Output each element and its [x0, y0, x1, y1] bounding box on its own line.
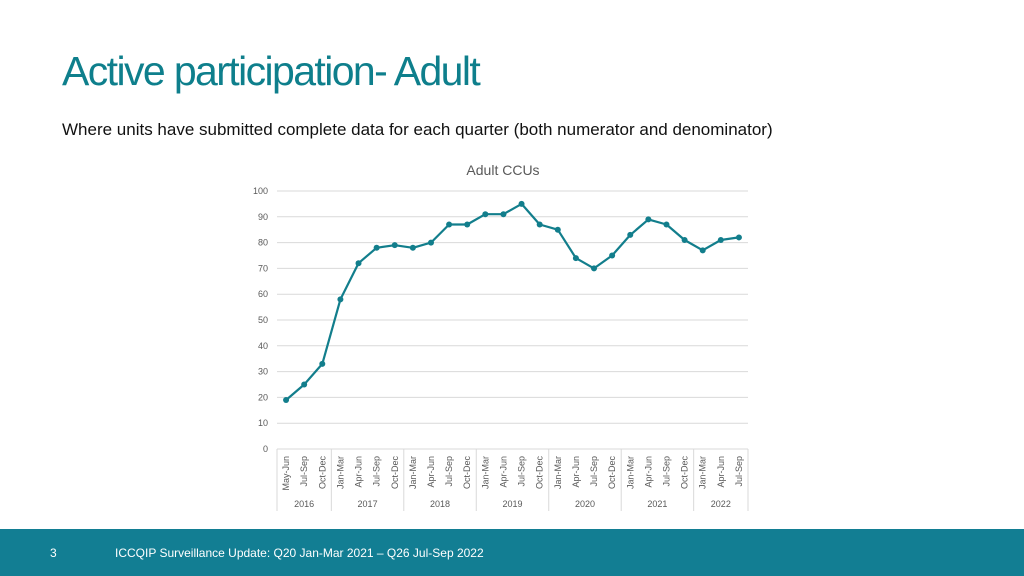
year-label: 2020 [575, 499, 595, 509]
data-point [717, 237, 724, 244]
chart-title: Adult CCUs [466, 162, 539, 178]
y-tick-label: 70 [258, 263, 268, 273]
data-point [681, 237, 688, 244]
x-tick-label: Apr-Jun [643, 456, 653, 488]
x-tick-label: Apr-Jun [571, 456, 581, 488]
data-point [319, 360, 326, 367]
x-tick-label: Jul-Sep [299, 456, 309, 487]
data-point [337, 296, 344, 303]
data-point [536, 221, 543, 228]
slide-title: Active participation- Adult [62, 48, 481, 94]
data-point [283, 396, 290, 403]
x-tick-label: Jul-Sep [372, 456, 382, 487]
y-tick-label: 100 [253, 186, 268, 196]
x-tick-label: Apr-Jun [498, 456, 508, 488]
x-tick-label: Apr-Jun [354, 456, 364, 488]
page-number: 3 [50, 546, 57, 560]
data-point [391, 242, 398, 249]
x-tick-label: Jul-Sep [734, 456, 744, 487]
x-tick-label: Jan-Mar [698, 456, 708, 489]
data-point [699, 247, 706, 254]
data-point [373, 244, 380, 251]
x-tick-label: Jul-Sep [444, 456, 454, 487]
data-point [464, 221, 471, 228]
slide-subtitle: Where units have submitted complete data… [62, 120, 773, 139]
data-point [609, 252, 616, 259]
y-tick-label: 10 [258, 418, 268, 428]
x-tick-label: Jan-Mar [335, 456, 345, 489]
year-label: 2018 [430, 499, 450, 509]
year-label: 2021 [647, 499, 667, 509]
x-tick-label: Apr-Jun [426, 456, 436, 488]
x-tick-label: Oct-Dec [535, 456, 545, 490]
x-tick-label: Jul-Sep [517, 456, 527, 487]
data-point [627, 231, 634, 238]
x-tick-label: Jan-Mar [408, 456, 418, 489]
x-tick-label: Jan-Mar [480, 456, 490, 489]
x-tick-label: Jul-Sep [661, 456, 671, 487]
year-label: 2022 [711, 499, 731, 509]
x-tick-label: Oct-Dec [390, 456, 400, 490]
data-point [500, 211, 507, 218]
data-point [446, 221, 453, 228]
y-tick-label: 80 [258, 238, 268, 248]
data-point [645, 216, 652, 223]
x-tick-label: May-Jun [281, 456, 291, 491]
data-point [572, 255, 579, 262]
footer-text: ICCQIP Surveillance Update: Q20 Jan-Mar … [115, 546, 484, 560]
series-line [285, 202, 740, 401]
data-point [355, 260, 362, 267]
data-point [554, 226, 561, 233]
data-point [427, 239, 434, 246]
x-tick-label: Apr-Jun [716, 456, 726, 488]
y-tick-label: 60 [258, 289, 268, 299]
data-point [409, 244, 416, 251]
x-tick-label: Oct-Dec [607, 456, 617, 490]
line-chart: Adult CCUs 0 10 20 30 40 50 60 70 80 90 100 May-Ju… [253, 162, 749, 511]
y-tick-label: 0 [263, 444, 268, 454]
data-point [591, 265, 598, 272]
x-tick-label: Jan-Mar [553, 456, 563, 489]
y-tick-label: 40 [258, 341, 268, 351]
year-label: 2016 [294, 499, 314, 509]
data-point [735, 234, 742, 241]
x-tick-label: Jan-Mar [625, 456, 635, 489]
x-tick-label: Oct-Dec [317, 456, 327, 490]
year-label: 2019 [502, 499, 522, 509]
data-point [482, 211, 489, 218]
x-tick-label: Oct-Dec [680, 456, 690, 490]
y-tick-label: 30 [258, 367, 268, 377]
footer-bar: 3 ICCQIP Surveillance Update: Q20 Jan-Ma… [0, 529, 1024, 576]
y-tick-label: 50 [258, 315, 268, 325]
year-label: 2017 [358, 499, 378, 509]
x-tick-label: Jul-Sep [589, 456, 599, 487]
y-tick-label: 90 [258, 212, 268, 222]
x-tick-label: Oct-Dec [462, 456, 472, 490]
data-point [301, 381, 308, 388]
data-point [663, 221, 670, 228]
y-tick-label: 20 [258, 392, 268, 402]
data-point [518, 200, 525, 207]
